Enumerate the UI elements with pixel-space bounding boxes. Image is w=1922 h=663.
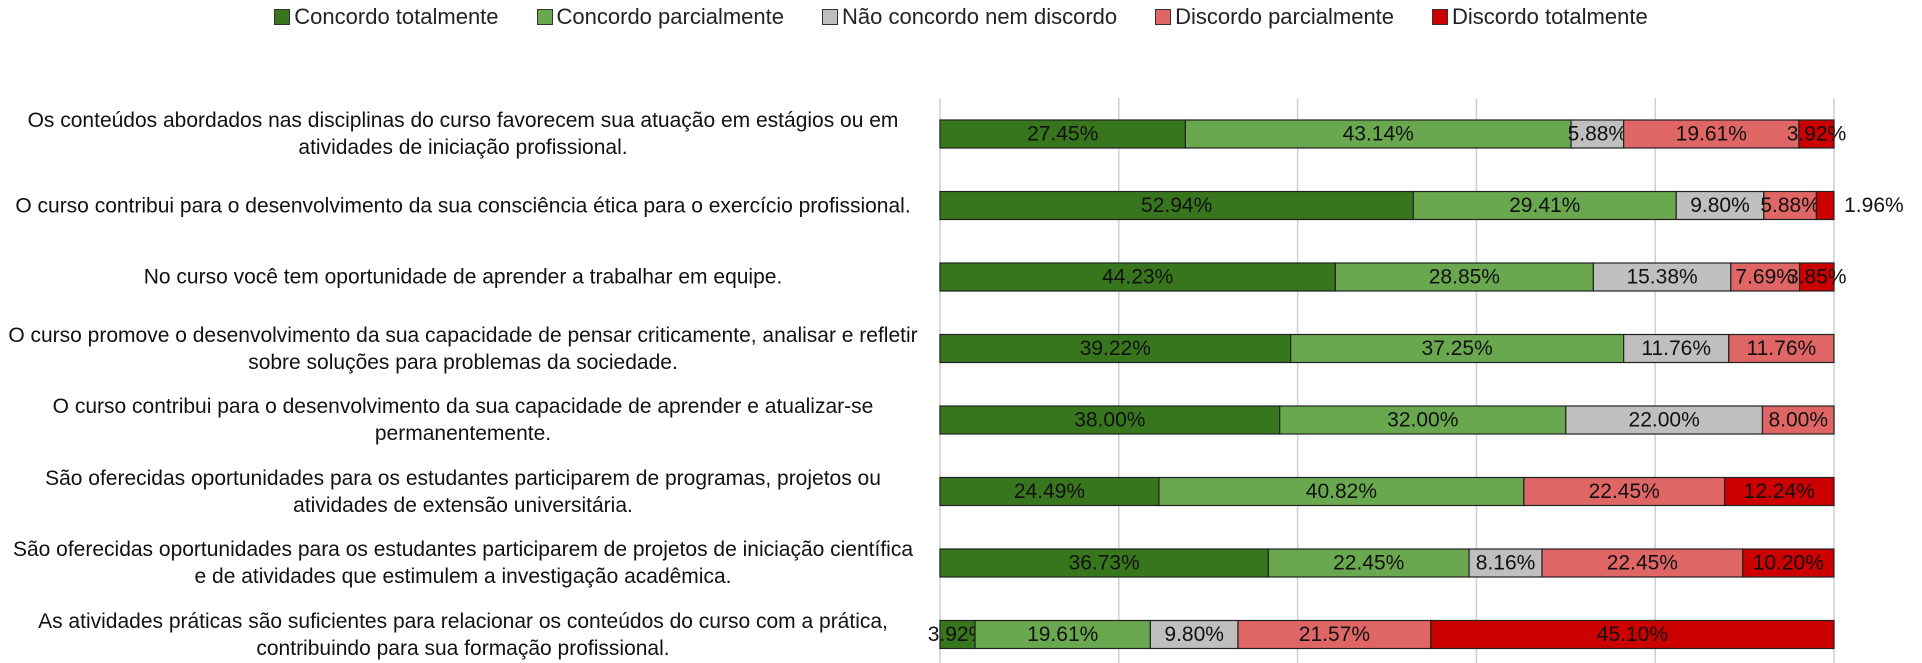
- data-label: 19.61%: [1027, 623, 1098, 646]
- bar-segment: [939, 190, 1414, 221]
- bar-segment: [974, 619, 1151, 650]
- data-label: 39.22%: [1080, 337, 1151, 360]
- bar-segment: [1237, 619, 1432, 650]
- category-label: São oferecidas oportunidades para os est…: [45, 466, 881, 517]
- bar-segment: [1761, 405, 1835, 435]
- bar-segment: [1742, 548, 1835, 578]
- bar-segment: [939, 619, 976, 650]
- bar-segment: [1523, 476, 1726, 507]
- data-label: 22.00%: [1629, 409, 1700, 432]
- data-label: 52.94%: [1141, 194, 1212, 217]
- bar-segment: [939, 405, 1281, 435]
- data-label: 8.00%: [1768, 409, 1828, 432]
- data-label: 27.45%: [1027, 123, 1098, 146]
- bar-segment: [1541, 548, 1744, 578]
- bar-segment: [1675, 190, 1765, 221]
- data-label: 5.88%: [1760, 194, 1820, 217]
- bar-segment: [1570, 119, 1625, 149]
- bar-segment: [1267, 548, 1470, 578]
- bar-segment: [1815, 190, 1835, 221]
- data-label: 43.14%: [1343, 123, 1414, 146]
- bar-segment: [1728, 333, 1835, 364]
- bar-segment: [1565, 405, 1764, 435]
- data-label: 22.45%: [1607, 552, 1678, 575]
- legend-swatch: [822, 9, 838, 25]
- data-label: 3.92%: [928, 623, 988, 646]
- data-label: 8.16%: [1476, 552, 1536, 575]
- data-label: 45.10%: [1597, 623, 1668, 646]
- data-label: 1.96%: [1844, 194, 1904, 217]
- legend-label: Discordo parcialmente: [1175, 4, 1395, 29]
- legend-swatch: [1155, 9, 1172, 25]
- legend: Concordo totalmente Concordo parcialmente…: [0, 4, 1922, 30]
- data-label: 19.61%: [1676, 123, 1747, 146]
- bar-segment: [1334, 262, 1594, 292]
- data-label: 40.82%: [1306, 480, 1377, 503]
- data-label: 12.24%: [1744, 480, 1815, 503]
- data-label: 38.00%: [1074, 409, 1145, 432]
- data-label: 37.25%: [1422, 337, 1493, 360]
- legend-label: Não concordo nem discordo: [842, 4, 1118, 29]
- legend-swatch: [536, 9, 553, 25]
- data-label: 5.88%: [1568, 123, 1628, 146]
- legend-label: Concordo totalmente: [294, 4, 499, 29]
- data-label: 11.76%: [1747, 337, 1817, 360]
- bar-segment: [939, 548, 1269, 578]
- data-label: 9.80%: [1690, 194, 1750, 217]
- bar-segment: [1184, 119, 1572, 149]
- data-label: 44.23%: [1102, 266, 1173, 289]
- bar-segment: [1290, 333, 1625, 364]
- legend-item: Concordo totalmente: [274, 4, 499, 30]
- data-label: 22.45%: [1333, 552, 1404, 575]
- data-label: 7.69%: [1735, 266, 1795, 289]
- bar-segment: [1623, 333, 1730, 364]
- bar-segment: [939, 333, 1292, 364]
- data-label: 29.41%: [1509, 194, 1580, 217]
- bar-segment: [1592, 262, 1732, 292]
- data-label: 11.76%: [1641, 337, 1711, 360]
- data-label: 22.45%: [1589, 480, 1660, 503]
- data-label: 9.80%: [1164, 623, 1224, 646]
- bar-segment: [1730, 262, 1801, 292]
- category-label: No curso você tem oportunidade de aprend…: [143, 265, 783, 289]
- legend-swatch: [274, 9, 291, 25]
- data-label: 3.92%: [1787, 123, 1847, 146]
- category-label: Os conteúdos abordados nas disciplinas d…: [27, 109, 899, 159]
- bar-segment: [939, 476, 1160, 507]
- data-label: 15.38%: [1626, 266, 1697, 289]
- bar-segment: [1798, 119, 1835, 149]
- legend-label: Concordo parcialmente: [556, 4, 784, 29]
- data-label: 28.85%: [1429, 266, 1500, 289]
- category-label: O curso promove o desenvolvimento da sua…: [8, 323, 918, 374]
- legend-swatch: [1432, 9, 1449, 25]
- data-label: 10.20%: [1753, 552, 1824, 575]
- category-label: O curso contribui para o desenvolvimento…: [15, 194, 911, 217]
- bar-segment: [1430, 619, 1835, 650]
- bar-segment: [1798, 262, 1835, 292]
- category-label: São oferecidas oportunidades para os est…: [12, 538, 914, 588]
- legend-item: Não concordo nem discordo: [822, 4, 1117, 30]
- category-label: As atividades práticas são suficientes p…: [38, 609, 888, 660]
- bar-segment: [1412, 190, 1677, 221]
- data-label: 21.57%: [1299, 623, 1370, 646]
- data-label: 3.85%: [1787, 266, 1847, 289]
- legend-item: Discordo totalmente: [1432, 4, 1648, 30]
- legend-item: Discordo parcialmente: [1155, 4, 1394, 30]
- category-label: O curso contribui para o desenvolvimento…: [52, 395, 874, 445]
- data-label: 32.00%: [1387, 409, 1458, 432]
- data-label: 24.49%: [1014, 480, 1085, 503]
- bar-segment: [939, 119, 1187, 149]
- legend-item: Concordo parcialmente: [536, 4, 784, 30]
- data-label: 36.73%: [1069, 552, 1140, 575]
- legend-label: Discordo totalmente: [1452, 4, 1648, 29]
- bar-segment: [1723, 476, 1835, 507]
